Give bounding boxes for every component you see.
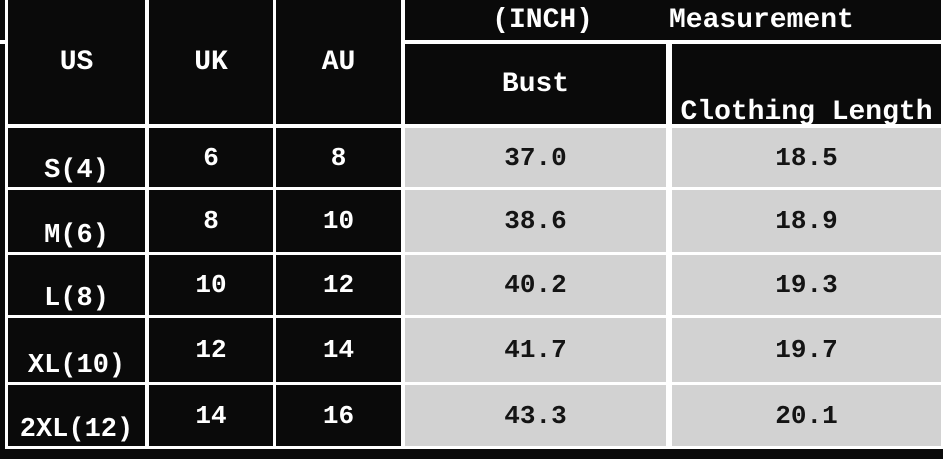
au-value: 12 [322,270,355,300]
measurement-header: (INCH) Measurement [405,0,941,40]
column-header-au: AU [276,0,401,124]
table-cell-au: 16 [276,385,401,446]
column-header-clothing-length: Clothing Length [672,44,941,128]
column-header-uk: UK [149,0,273,124]
clothing-length-value: 20.1 [775,400,838,431]
clothing-length-value: 18.9 [775,206,838,236]
table-cell-bust: 37.0 [405,128,666,187]
column-header-us-label: US [59,46,94,78]
size-value: M(6) [44,221,109,251]
bust-value: 38.6 [504,206,567,236]
table-row-size-label: XL(10) [8,318,145,382]
table-row-size-label: M(6) [8,190,145,252]
table-row-size-label: L(8) [8,255,145,315]
table-cell-bust: 41.7 [405,318,666,382]
table-row-size-label: 2XL(12) [8,385,145,446]
uk-value: 14 [195,400,227,431]
uk-value: 12 [195,335,227,365]
size-value: L(8) [44,284,109,314]
column-header-uk-label: UK [194,46,228,78]
table-cell-au: 14 [276,318,401,382]
table-cell-uk: 6 [149,128,273,187]
size-value: XL(10) [27,351,126,381]
uk-value: 8 [203,206,219,236]
size-value: 2XL(12) [19,415,134,445]
table-row-size-label: S(4) [8,128,145,187]
uk-value: 10 [195,270,227,300]
table-cell-clothing-length: 19.7 [672,318,941,382]
column-header-au-label: AU [321,46,356,78]
table-cell-clothing-length: 18.9 [672,190,941,252]
column-header-clothing-length-label: Clothing Length [680,97,933,128]
table-cell-bust: 38.6 [405,190,666,252]
clothing-length-value: 19.7 [775,335,838,365]
table-cell-clothing-length: 19.3 [672,255,941,315]
table-cell-uk: 10 [149,255,273,315]
table-cell-uk: 14 [149,385,273,446]
table-cell-au: 8 [276,128,401,187]
table-bottom-border-bar [0,449,943,459]
au-value: 8 [330,142,347,173]
measurement-title-label: Measurement [668,4,854,36]
au-value: 14 [322,335,355,365]
table-cell-uk: 12 [149,318,273,382]
table-cell-bust: 40.2 [405,255,666,315]
au-value: 10 [322,206,355,236]
bust-value: 40.2 [504,270,567,300]
clothing-length-value: 18.5 [775,142,838,173]
table-cell-au: 10 [276,190,401,252]
column-header-bust-label: Bust [501,68,570,100]
au-value: 16 [322,400,355,431]
table-cell-clothing-length: 18.5 [672,128,941,187]
table-cell-bust: 43.3 [405,385,666,446]
table-cell-uk: 8 [149,190,273,252]
table-cell-au: 12 [276,255,401,315]
uk-value: 6 [203,142,219,173]
bust-value: 41.7 [504,335,567,365]
bust-value: 43.3 [504,400,567,431]
column-header-bust: Bust [405,44,666,124]
column-header-us: US [8,0,145,124]
measurement-unit-label: (INCH) [492,4,593,36]
left-edge-sliver-top [0,0,5,40]
clothing-length-value: 19.3 [775,270,838,300]
size-value: S(4) [44,156,109,186]
table-cell-clothing-length: 20.1 [672,385,941,446]
bust-value: 37.0 [504,142,567,173]
left-edge-sliver-bottom [0,44,5,459]
